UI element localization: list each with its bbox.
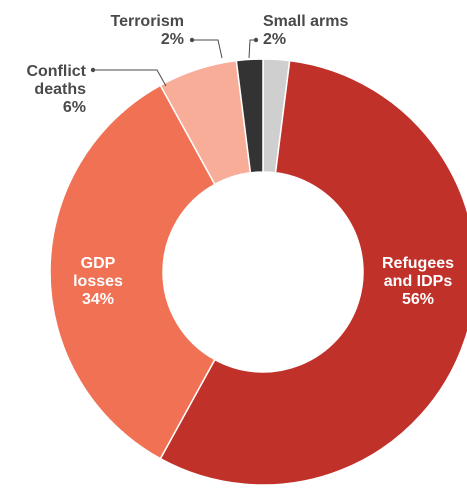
label-terrorism: Terrorism <box>110 13 184 30</box>
slice-gdp-losses <box>49 84 216 460</box>
value-terrorism: 2% <box>161 31 184 48</box>
slice-terrorism <box>235 58 264 174</box>
leader-line-conflict-deaths <box>93 69 167 87</box>
donut-slices <box>49 58 467 486</box>
leader-lines <box>90 37 259 87</box>
leader-line-terrorism <box>192 39 223 59</box>
value-conflict-deaths: 6% <box>63 99 86 116</box>
value-gdp-losses: 34% <box>82 291 114 308</box>
label-gdp-losses-line1: GDP <box>81 255 116 272</box>
label-conflict-deaths-line1: Conflict <box>26 63 86 80</box>
label-refugees-line2: and IDPs <box>384 273 453 290</box>
leader-dot-conflict-deaths <box>90 67 96 73</box>
label-refugees-line1: Refugees <box>382 255 454 272</box>
leader-dot-terrorism <box>189 37 195 43</box>
label-conflict-deaths-line2: deaths <box>34 81 86 98</box>
label-small-arms: Small arms <box>263 13 348 30</box>
value-small-arms: 2% <box>263 31 286 48</box>
slice-refugees-and-idps <box>159 59 467 486</box>
value-refugees: 56% <box>402 291 434 308</box>
leader-dot-small-arms <box>253 37 259 43</box>
leader-line-small-arms <box>248 39 256 59</box>
label-gdp-losses-line2: losses <box>73 273 123 290</box>
